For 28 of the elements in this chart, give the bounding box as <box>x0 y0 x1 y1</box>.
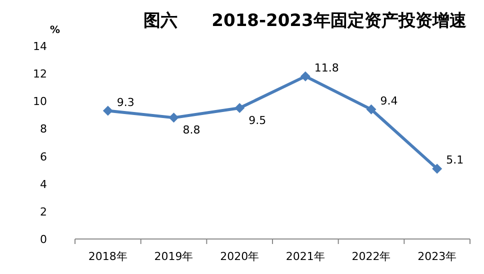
data-label: 9.4 <box>380 94 398 108</box>
x-tick-label: 2018年 <box>88 250 128 263</box>
y-tick-label: 2 <box>40 205 47 218</box>
point <box>366 104 376 114</box>
point <box>234 103 245 114</box>
y-axis-title: % <box>50 25 60 36</box>
point <box>432 164 442 174</box>
y-tick-label: 0 <box>40 233 47 246</box>
data-label: 5.1 <box>446 154 464 167</box>
y-tick-label: 6 <box>40 150 47 164</box>
chart-title: 图六 2018-2023年固定资产投资增速 <box>144 11 466 31</box>
point <box>168 112 179 123</box>
data-label: 8.8 <box>182 124 200 137</box>
x-tick-label: 2023年 <box>418 250 457 263</box>
y-tick-label: 4 <box>40 178 47 191</box>
x-tick-label: 2021年 <box>286 250 325 263</box>
y-tick-label: 8 <box>40 122 47 136</box>
x-tick-label: 2022年 <box>352 250 391 263</box>
y-tick-label: 14 <box>33 40 47 53</box>
x-tick-label: 2019年 <box>154 250 194 263</box>
x-tick-label: 2020年 <box>220 250 260 263</box>
point <box>102 106 113 116</box>
y-tick-label: 10 <box>33 95 47 108</box>
data-label: 9.3 <box>116 96 134 109</box>
data-label: 9.5 <box>248 114 266 128</box>
point <box>300 71 310 82</box>
data-label: 11.8 <box>314 61 339 74</box>
y-tick-label: 12 <box>33 68 47 81</box>
